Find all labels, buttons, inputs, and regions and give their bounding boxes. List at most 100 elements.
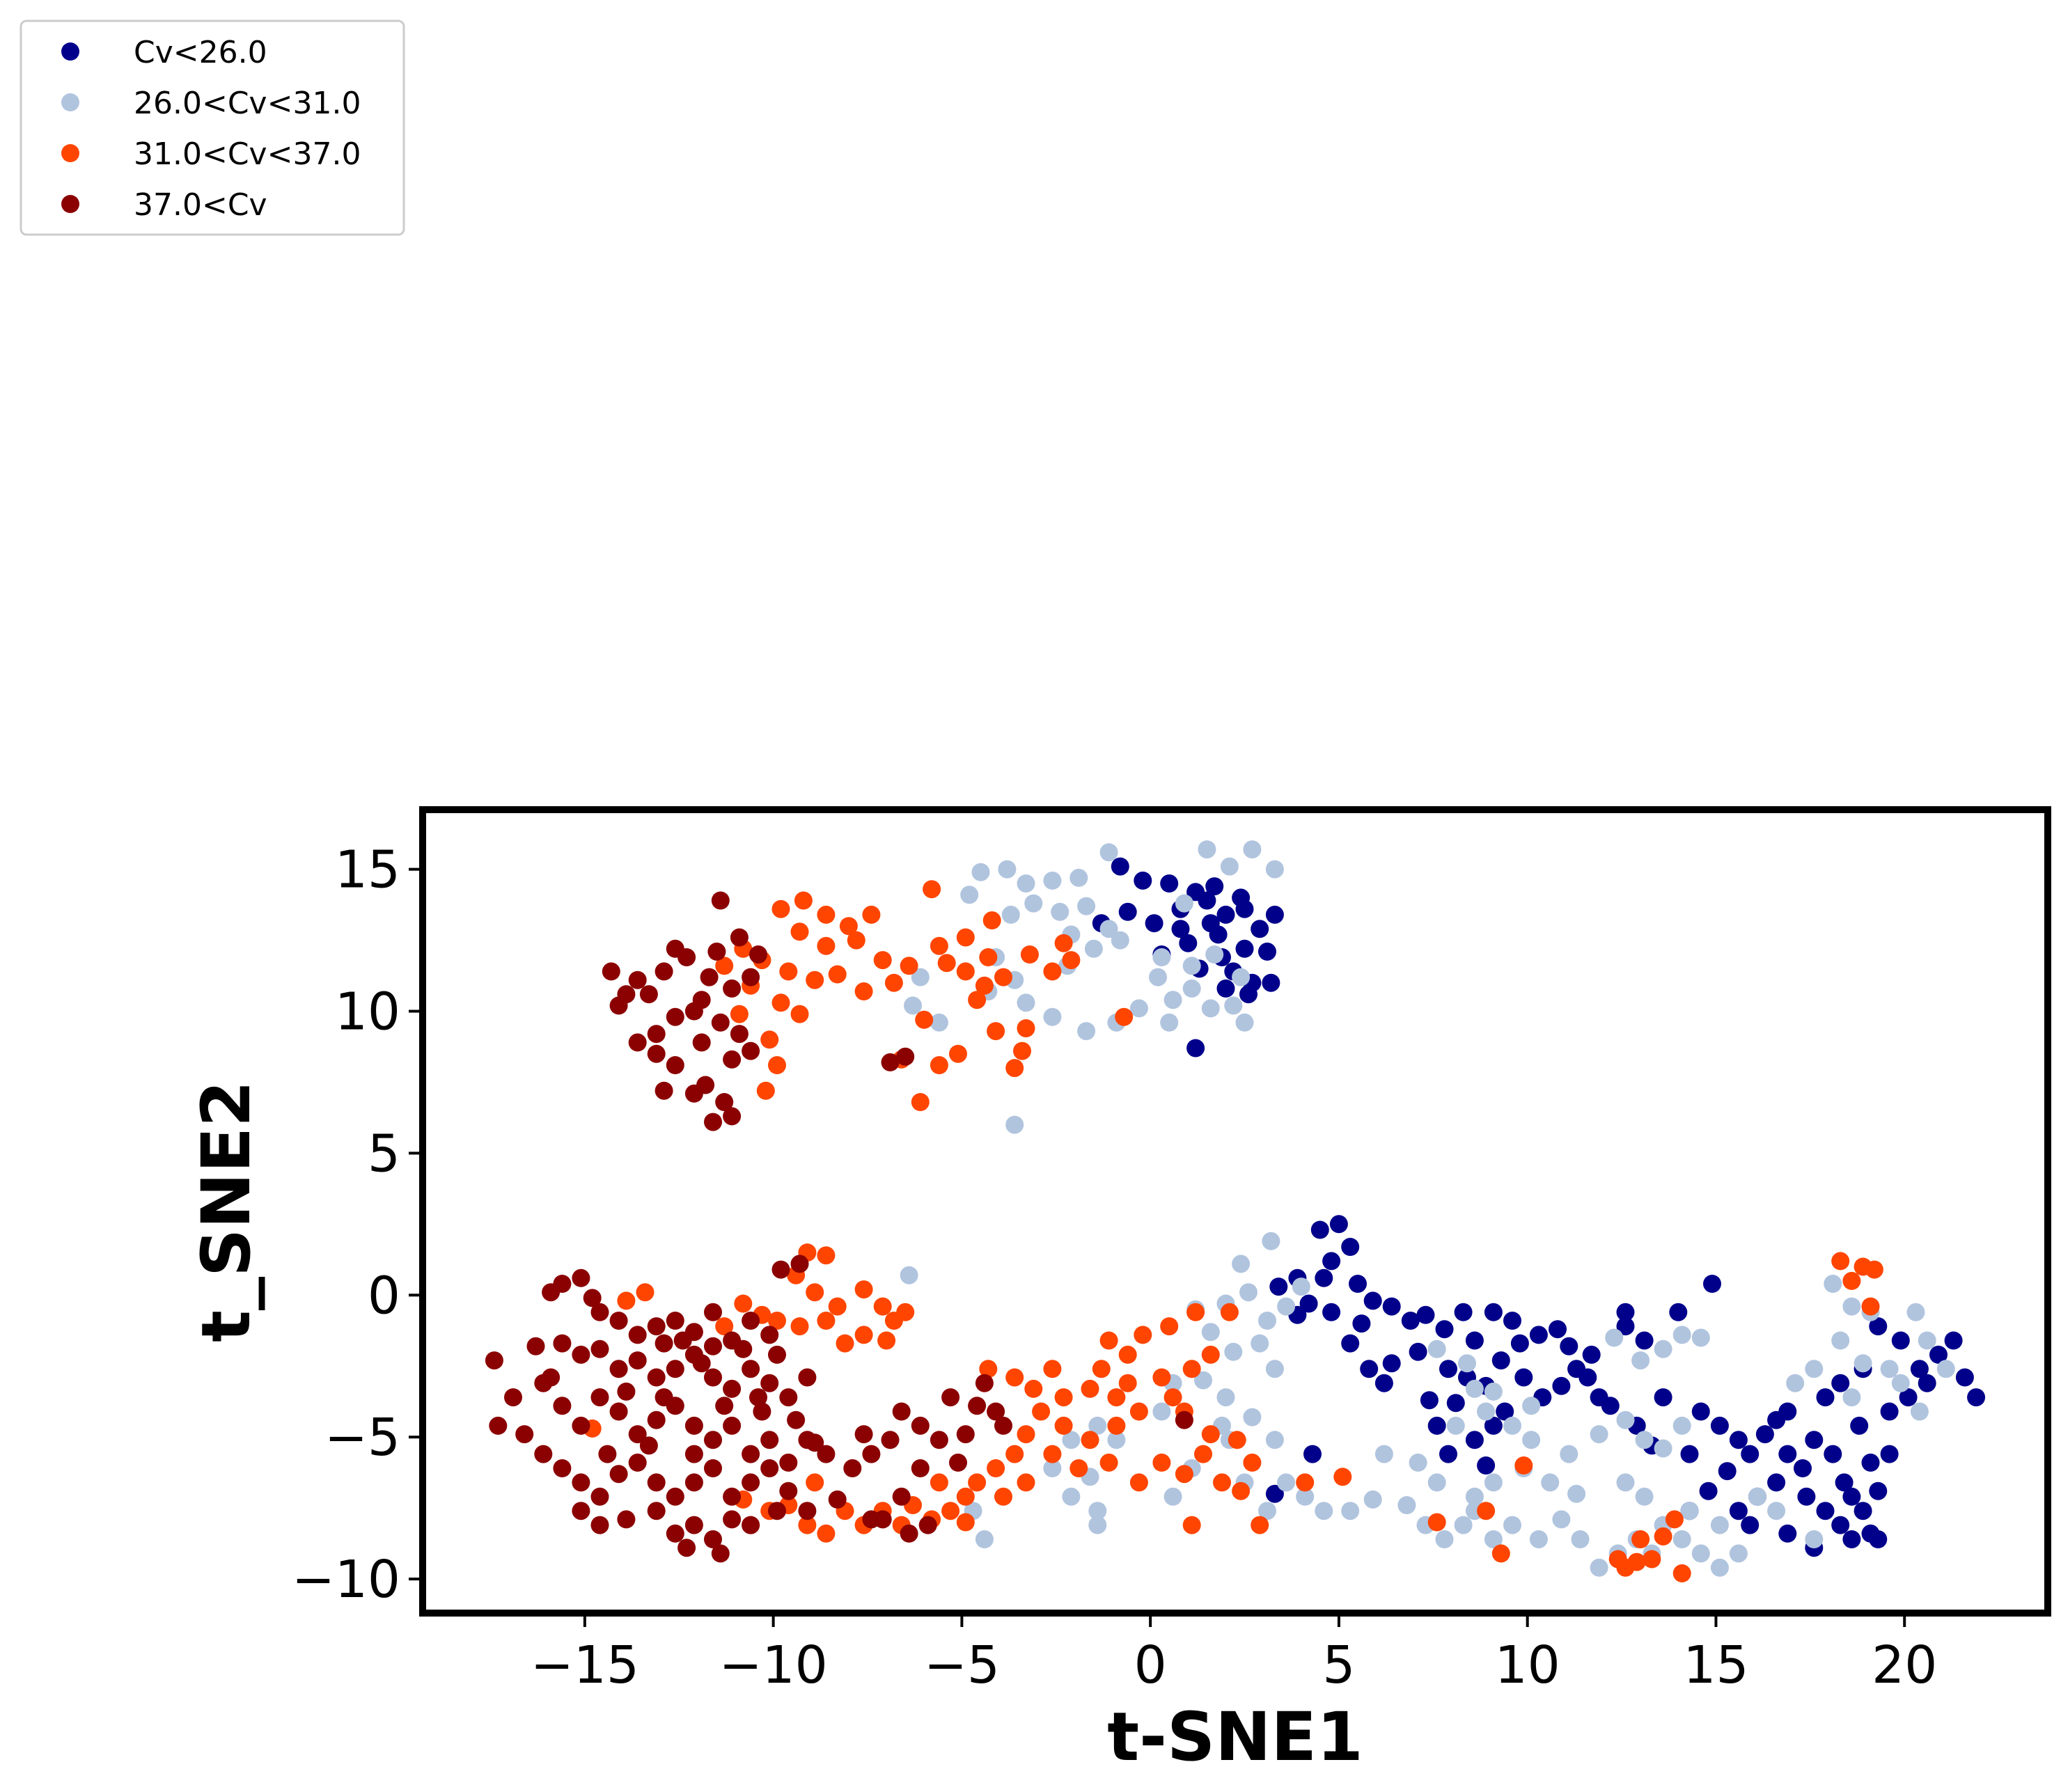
scatter-point <box>655 962 673 981</box>
scatter-point <box>779 962 798 981</box>
x-tick-label: 10 <box>1495 1635 1560 1695</box>
scatter-point <box>1186 1303 1205 1321</box>
scatter-point <box>1522 1397 1541 1415</box>
scatter-point <box>655 1388 673 1407</box>
scatter-point <box>1560 1337 1578 1355</box>
scatter-point <box>828 1490 847 1509</box>
scatter-point <box>768 1345 786 1364</box>
x-tick-label: −5 <box>924 1635 1000 1695</box>
scatter-point <box>1865 1260 1883 1279</box>
scatter-point <box>1175 1465 1193 1484</box>
scatter-point <box>628 1033 647 1052</box>
scatter-point <box>975 1530 994 1548</box>
scatter-point <box>1186 1039 1205 1058</box>
scatter-point <box>628 970 647 989</box>
scatter-point <box>590 1339 609 1358</box>
scatter-point <box>1005 1115 1024 1134</box>
scatter-point <box>730 1025 749 1044</box>
scatter-point <box>1691 1544 1710 1563</box>
scatter-point <box>1152 1402 1171 1421</box>
scatter-point <box>911 968 930 987</box>
scatter-point <box>1051 902 1069 921</box>
scatter-point <box>692 1354 711 1373</box>
scatter-point <box>1929 1345 1948 1364</box>
legend-marker <box>61 93 79 111</box>
scatter-point <box>1213 1473 1231 1492</box>
scatter-point <box>1152 1453 1171 1472</box>
scatter-point <box>1118 902 1137 921</box>
scatter-point <box>704 1530 722 1548</box>
scatter-point <box>711 1544 730 1563</box>
scatter-point <box>704 1113 722 1131</box>
scatter-point <box>1755 1425 1774 1444</box>
scatter-point <box>1258 1502 1276 1520</box>
scatter-point <box>1134 1326 1152 1344</box>
scatter-point <box>1718 1462 1737 1481</box>
scatter-point <box>1616 1317 1635 1336</box>
scatter-point <box>526 1337 545 1355</box>
scatter-point <box>1077 1022 1096 1041</box>
scatter-point <box>666 1524 684 1543</box>
scatter-point <box>723 1050 742 1069</box>
scatter-point <box>817 1524 836 1543</box>
scatter-point <box>1767 1502 1786 1520</box>
scatter-point <box>1017 1473 1035 1492</box>
scatter-point <box>723 1379 742 1398</box>
scatter-point <box>904 996 922 1015</box>
scatter-point <box>1160 1317 1179 1336</box>
scatter-point <box>854 982 873 1000</box>
scatter-point <box>1182 1360 1201 1378</box>
scatter-point <box>1243 1453 1262 1472</box>
scatter-point <box>684 1516 703 1534</box>
scatter-point <box>873 1297 892 1316</box>
scatter-point <box>1201 1323 1220 1342</box>
scatter-point <box>1043 962 1062 981</box>
scatter-point <box>1118 1374 1137 1392</box>
scatter-point <box>609 1312 628 1330</box>
scatter-point <box>779 1388 798 1407</box>
scatter-point <box>1069 868 1088 887</box>
scatter-point <box>1654 1388 1672 1407</box>
scatter-point <box>975 1374 994 1392</box>
scatter-point <box>1333 1468 1352 1486</box>
scatter-point <box>987 1402 1005 1421</box>
scatter-point <box>723 1107 742 1126</box>
scatter-point <box>1382 1354 1401 1373</box>
scatter-point <box>1552 1510 1571 1529</box>
scatter-point <box>1484 1303 1503 1321</box>
scatter-point <box>949 1044 967 1063</box>
scatter-point <box>1088 1502 1107 1520</box>
scatter-point <box>975 976 994 995</box>
scatter-point <box>684 1416 703 1435</box>
scatter-point <box>1341 1334 1360 1353</box>
scatter-point <box>1491 1544 1510 1563</box>
scatter-point <box>628 1425 647 1444</box>
scatter-point <box>1277 1473 1296 1492</box>
scatter-point <box>1175 1410 1193 1429</box>
scatter-point <box>1251 1334 1269 1353</box>
scatter-point <box>1145 914 1163 933</box>
scatter-point <box>1710 1416 1729 1435</box>
y-tick-label: 0 <box>368 1266 400 1326</box>
scatter-point <box>1315 1268 1333 1287</box>
scatter-point <box>1107 1388 1126 1407</box>
scatter-point <box>1567 1484 1586 1503</box>
scatter-point <box>787 1410 806 1429</box>
scatter-point <box>542 1368 561 1387</box>
scatter-point <box>1605 1328 1624 1347</box>
scatter-point <box>1194 1371 1212 1390</box>
scatter-point <box>881 1053 900 1071</box>
scatter-point <box>1224 996 1243 1015</box>
scatter-point <box>1374 1445 1393 1463</box>
scatter-point <box>1672 1416 1691 1435</box>
scatter-point <box>666 939 684 958</box>
scatter-point <box>704 1459 722 1477</box>
plot-area: −15 −10 −5 0 5 10 15 20 −10 −5 0 5 10 15 t-SNE1 t_SN… <box>187 806 2051 1776</box>
scatter-point <box>1149 968 1167 987</box>
y-axis-label: t_SNE2 <box>187 1080 265 1342</box>
scatter-point <box>1099 843 1118 862</box>
scatter-point <box>1409 1453 1427 1472</box>
scatter-point <box>1352 1314 1371 1333</box>
scatter-point <box>684 1002 703 1021</box>
scatter-point <box>1503 1416 1521 1435</box>
